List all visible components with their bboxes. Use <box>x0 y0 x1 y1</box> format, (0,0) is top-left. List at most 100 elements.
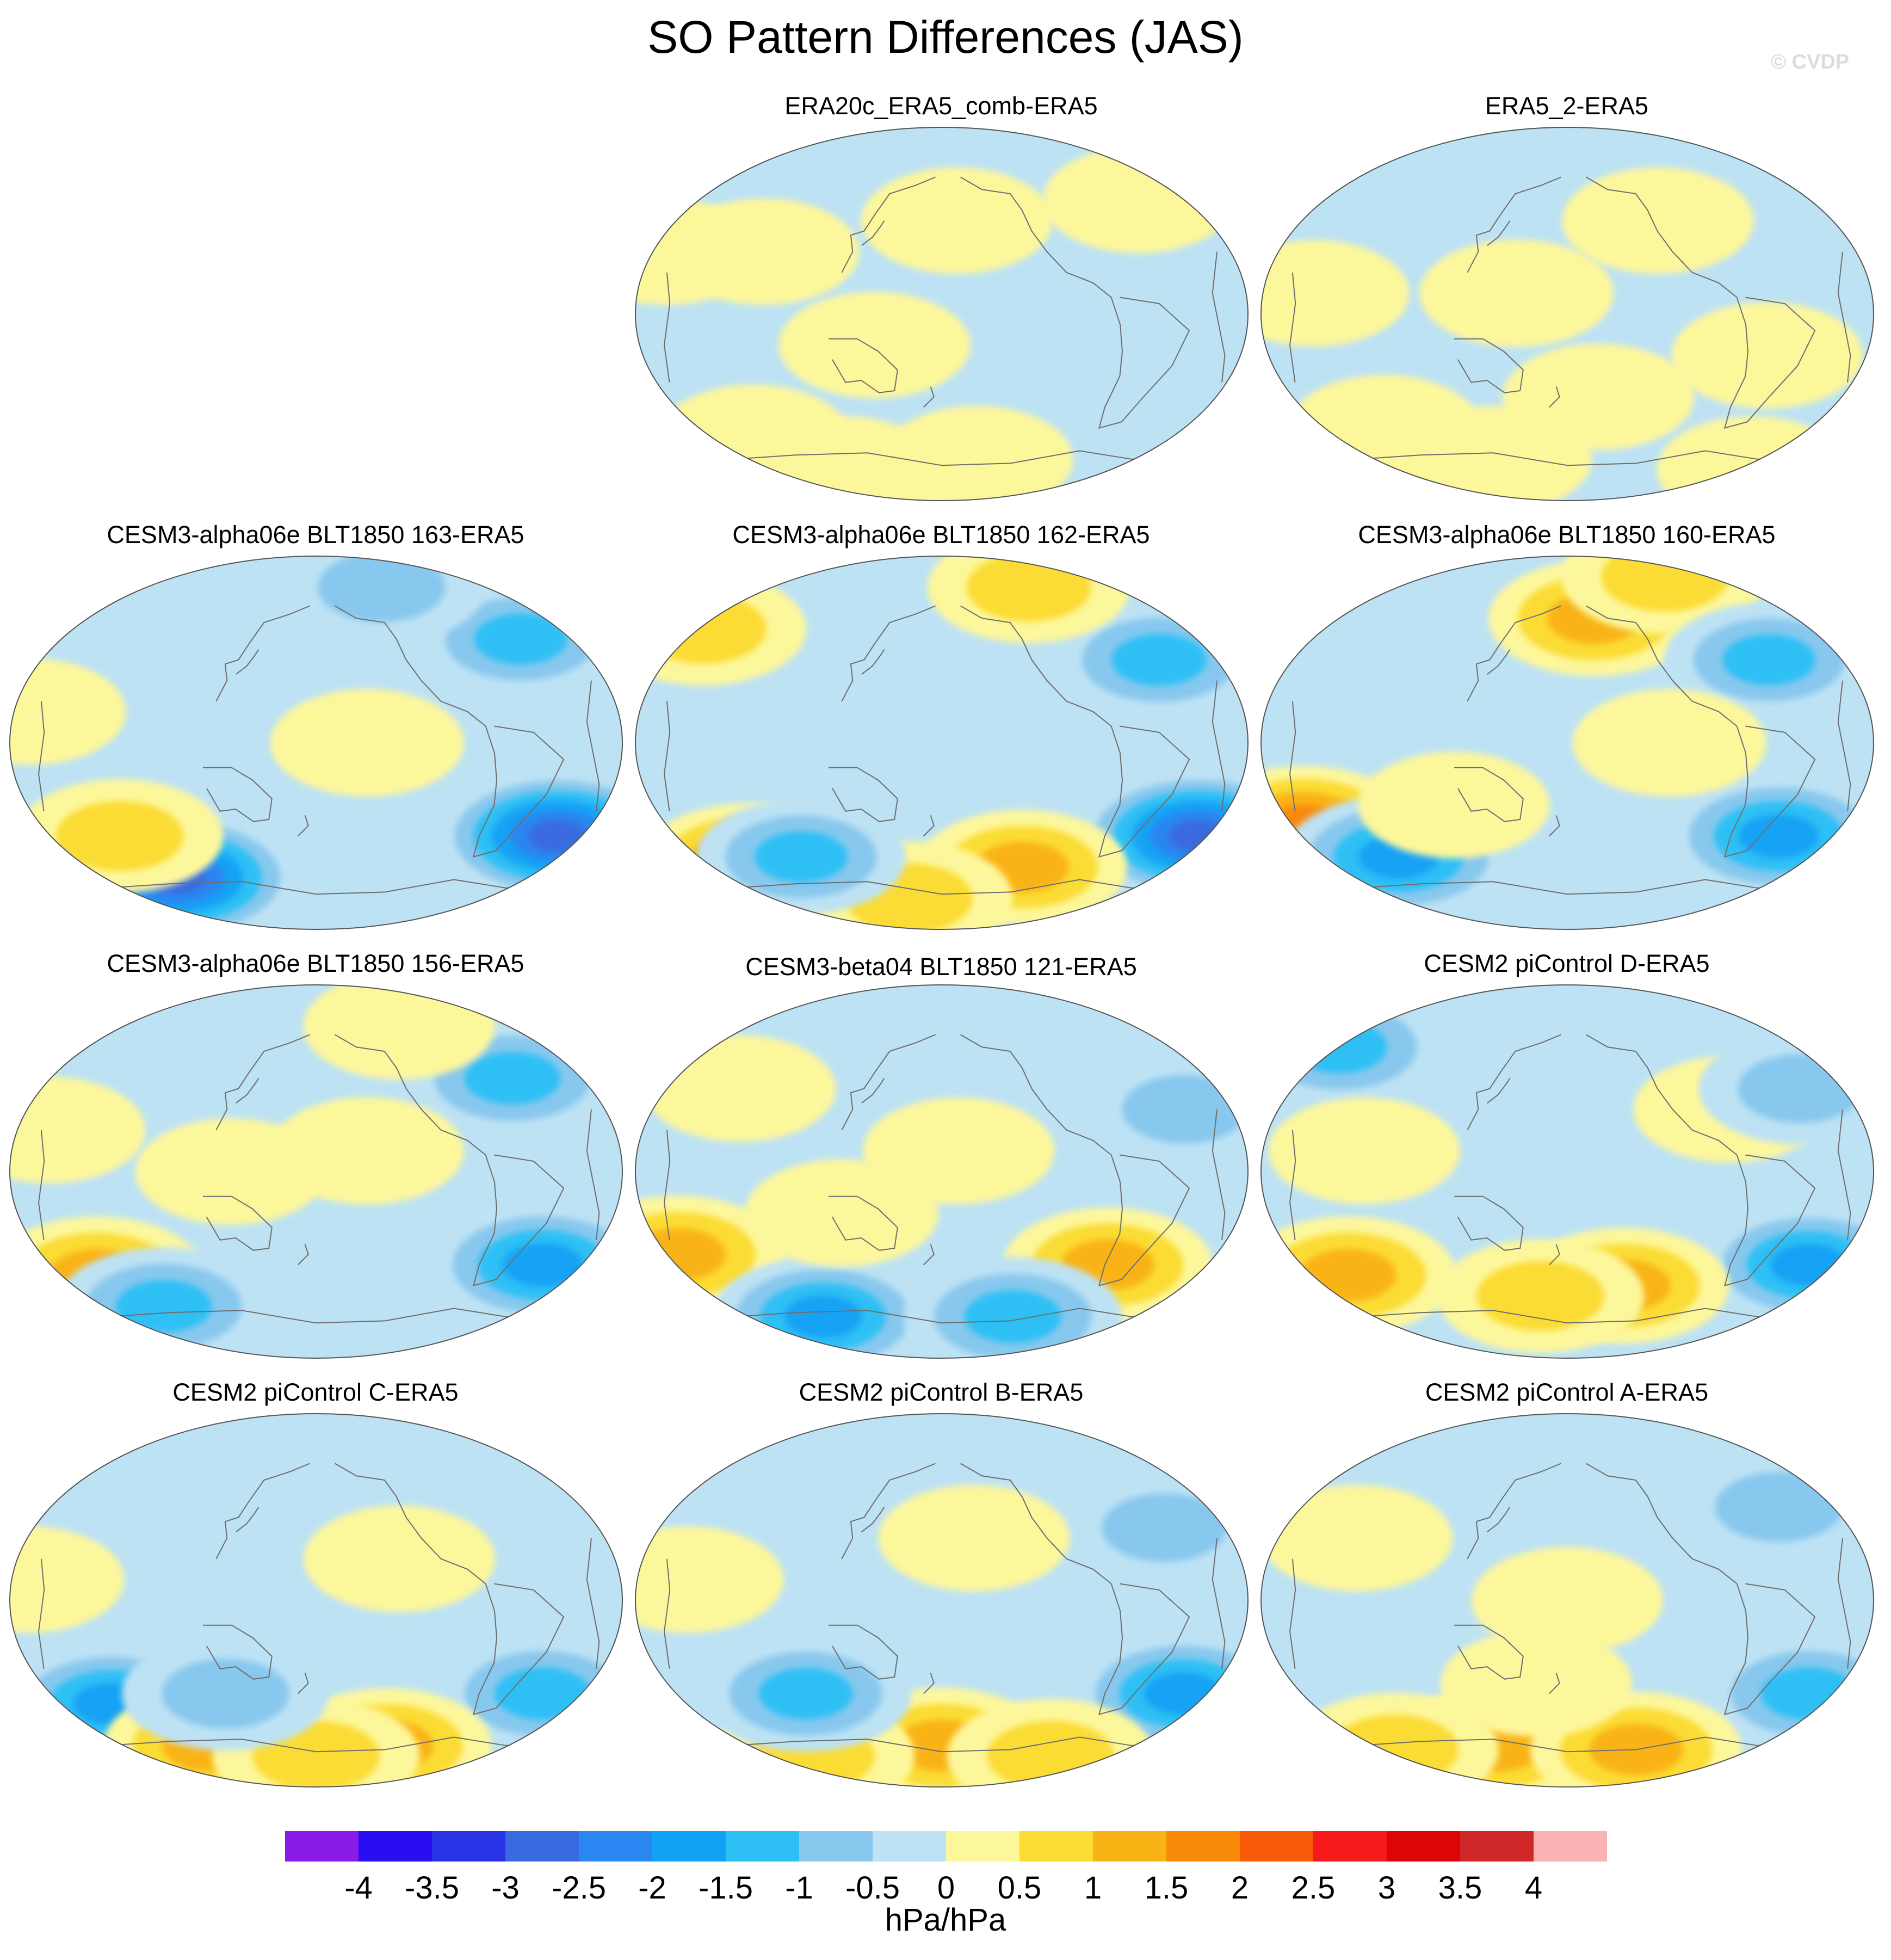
coastline-6 <box>734 1736 1155 1753</box>
anomaly-7-level-1 <box>10 1526 125 1633</box>
map-panel-a160 <box>1260 556 1874 930</box>
anomaly-8-level-1 <box>1657 416 1849 501</box>
anomaly-8-level-1 <box>878 1484 1070 1592</box>
coastline-6 <box>734 450 1155 466</box>
coastline-4 <box>1586 605 1738 727</box>
anomaly-5-level-1 <box>778 292 971 399</box>
colorbar-tick-label: 4 <box>1525 1870 1542 1904</box>
map-panel-pia <box>1260 1413 1874 1788</box>
anomaly-7-level-3 <box>474 613 567 665</box>
anomaly-1-level-4 <box>1144 1672 1223 1715</box>
map-panel-era5-2 <box>1260 127 1874 501</box>
coastline-5 <box>472 725 565 858</box>
coastline-3 <box>1487 1506 1511 1532</box>
colorbar-box-11 <box>1019 1831 1093 1862</box>
coastline-2 <box>215 1463 310 1560</box>
colorbar-box-2 <box>359 1831 432 1862</box>
colorbar-box-8 <box>799 1831 873 1862</box>
coastline-7 <box>586 680 600 811</box>
coastline-9 <box>297 815 309 837</box>
map-panel-era20c <box>635 127 1249 501</box>
panel-title-era20c: ERA20c_ERA5_comb-ERA5 <box>784 92 1098 120</box>
anomaly-5-level-1 <box>10 658 126 765</box>
coastline-2 <box>1467 1463 1561 1560</box>
map-panel-a163 <box>9 556 623 930</box>
coastline-9 <box>1548 815 1560 837</box>
coastline-5 <box>1723 725 1816 858</box>
colorbar-box-4 <box>505 1831 579 1862</box>
coastline-2 <box>841 605 936 702</box>
map-panel-b121 <box>635 984 1249 1359</box>
colorbar-units: hPa/hPa <box>885 1902 1006 1938</box>
anomaly-8-level-2 <box>317 556 446 622</box>
coastline-2 <box>215 1034 310 1131</box>
colorbar-box-18 <box>1534 1831 1607 1862</box>
colorbar-tick-label: -2.5 <box>552 1870 606 1904</box>
panel-title-a162: CESM3-alpha06e BLT1850 162-ERA5 <box>732 521 1150 548</box>
coastline-7 <box>1212 1538 1226 1669</box>
coastline-1 <box>829 1195 898 1251</box>
colorbar-tick-label: 3 <box>1378 1870 1395 1904</box>
coastline-8 <box>38 701 45 811</box>
anomaly-7-level-1 <box>1268 1098 1460 1204</box>
colorbar-box-9 <box>873 1831 946 1862</box>
anomaly-1-level-4 <box>503 1243 583 1287</box>
coastline-3 <box>861 220 885 246</box>
colorbar-box-14 <box>1240 1831 1313 1862</box>
colorbar-tick-label: -1 <box>785 1870 813 1904</box>
coastline-9 <box>923 815 935 837</box>
coastline-8 <box>1289 272 1296 383</box>
colorbar-box-15 <box>1313 1831 1387 1862</box>
anomaly-3-level-1 <box>1042 146 1234 254</box>
anomaly-4-level-2 <box>987 1721 1115 1787</box>
colorbar-box-6 <box>652 1831 726 1862</box>
coastline-4 <box>960 605 1112 727</box>
anomaly-1-level-3 <box>495 1667 591 1720</box>
coastline-8 <box>38 1130 45 1240</box>
anomaly-5-level-3 <box>758 1668 853 1719</box>
coastline-7 <box>1212 680 1226 811</box>
coastline-2 <box>1467 176 1561 273</box>
map-border <box>1260 984 1874 1359</box>
anomaly-8-level-1 <box>135 1118 327 1225</box>
coastline-4 <box>960 1463 1112 1585</box>
map-border <box>9 1413 623 1788</box>
coastline-5 <box>1098 725 1190 858</box>
map-border <box>1260 127 1874 501</box>
coastline-4 <box>335 1463 486 1585</box>
map-panel-a156 <box>9 984 623 1359</box>
anomaly-7-level-1 <box>1400 405 1592 501</box>
coastline-9 <box>923 1673 935 1694</box>
anomaly-2-level-3 <box>1300 1249 1396 1302</box>
coastline-5 <box>472 1154 565 1287</box>
coastline-6 <box>1359 1736 1781 1753</box>
coastline-6 <box>108 879 530 895</box>
coastline-5 <box>1723 1154 1816 1287</box>
coastline-4 <box>960 176 1112 298</box>
coastline-9 <box>1548 386 1560 408</box>
coastline-4 <box>335 605 486 727</box>
coastline-8 <box>663 701 671 811</box>
coastline-8 <box>38 1558 45 1669</box>
colorbar: -4 -3.5 -3 -2.5 -2 -1.5 -1 -0.5 0 0.5 1 1.5 2 2.5 3 3.5… <box>285 1831 1607 1904</box>
anomaly-6-level-1 <box>635 198 763 305</box>
coastline-7 <box>1837 251 1851 383</box>
coastline-8 <box>663 1130 671 1240</box>
coastline-3 <box>1487 220 1511 246</box>
coastline-1 <box>203 1195 273 1251</box>
coastline-3 <box>236 649 259 675</box>
coastline-9 <box>297 1673 309 1694</box>
anomaly-1-level-6 <box>1169 820 1228 852</box>
colorbar-tick-label: 1 <box>1084 1870 1102 1904</box>
anomaly-8-level-2 <box>1738 1054 1863 1123</box>
panel-title-pic: CESM2 piControl C-ERA5 <box>172 1378 459 1406</box>
anomaly-4-level-2 <box>1331 1715 1459 1785</box>
colorbar-tick-label: -3 <box>491 1870 520 1904</box>
anomaly-4-level-3 <box>464 1052 561 1105</box>
coastline-5 <box>472 1583 565 1716</box>
coastline-2 <box>1467 1034 1561 1131</box>
coastline-3 <box>236 1506 259 1532</box>
coastline-7 <box>1212 251 1226 383</box>
coastline-6 <box>734 879 1155 895</box>
map-panel-pic <box>9 1413 623 1788</box>
